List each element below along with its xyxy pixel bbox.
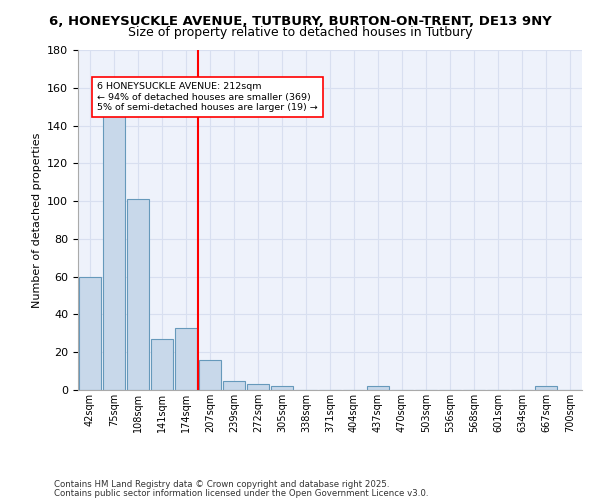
Bar bbox=[199, 360, 221, 390]
Text: Contains HM Land Registry data © Crown copyright and database right 2025.: Contains HM Land Registry data © Crown c… bbox=[54, 480, 389, 489]
Text: Contains public sector information licensed under the Open Government Licence v3: Contains public sector information licen… bbox=[54, 488, 428, 498]
Bar bbox=[103, 114, 125, 390]
Bar bbox=[223, 380, 245, 390]
Y-axis label: Number of detached properties: Number of detached properties bbox=[32, 132, 41, 308]
Bar bbox=[535, 386, 557, 390]
Bar bbox=[367, 386, 389, 390]
Text: 6 HONEYSUCKLE AVENUE: 212sqm
← 94% of detached houses are smaller (369)
5% of se: 6 HONEYSUCKLE AVENUE: 212sqm ← 94% of de… bbox=[97, 82, 318, 112]
Bar bbox=[175, 328, 197, 390]
Bar bbox=[247, 384, 269, 390]
Text: Size of property relative to detached houses in Tutbury: Size of property relative to detached ho… bbox=[128, 26, 472, 39]
Bar bbox=[127, 199, 149, 390]
Text: 6, HONEYSUCKLE AVENUE, TUTBURY, BURTON-ON-TRENT, DE13 9NY: 6, HONEYSUCKLE AVENUE, TUTBURY, BURTON-O… bbox=[49, 15, 551, 28]
Bar bbox=[271, 386, 293, 390]
Bar bbox=[151, 339, 173, 390]
Bar bbox=[79, 276, 101, 390]
